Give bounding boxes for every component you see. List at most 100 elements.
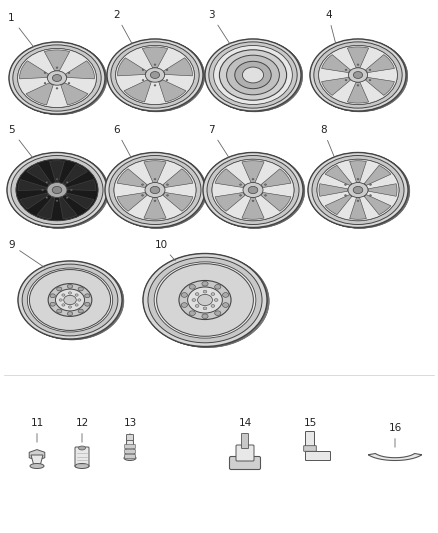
Ellipse shape [53,75,62,82]
Ellipse shape [150,71,159,78]
Polygon shape [364,195,391,215]
Ellipse shape [144,254,268,347]
Text: 8: 8 [320,125,335,157]
Polygon shape [117,192,147,211]
Ellipse shape [145,182,165,198]
Polygon shape [49,161,64,182]
Ellipse shape [195,293,199,295]
Ellipse shape [223,293,229,297]
Ellipse shape [181,303,187,308]
Ellipse shape [311,39,407,111]
Ellipse shape [345,79,347,81]
FancyBboxPatch shape [124,445,135,448]
Polygon shape [67,180,96,190]
Polygon shape [365,77,394,95]
Text: 10: 10 [155,240,175,261]
Ellipse shape [223,303,229,308]
Ellipse shape [18,261,122,339]
Ellipse shape [145,254,268,347]
Ellipse shape [10,43,106,115]
Ellipse shape [205,154,305,229]
Ellipse shape [318,45,397,104]
FancyBboxPatch shape [305,451,331,461]
Ellipse shape [345,195,346,196]
Ellipse shape [207,40,303,112]
Ellipse shape [310,154,410,229]
Ellipse shape [75,294,78,296]
Polygon shape [368,454,422,461]
Ellipse shape [202,314,208,319]
Ellipse shape [203,290,207,293]
Text: 12: 12 [75,418,88,442]
Polygon shape [319,184,348,196]
Ellipse shape [202,281,208,286]
Ellipse shape [50,302,55,306]
Ellipse shape [68,292,71,294]
Polygon shape [20,193,49,209]
Ellipse shape [62,294,65,296]
Ellipse shape [318,45,397,104]
Ellipse shape [66,197,68,198]
Ellipse shape [107,39,203,111]
Polygon shape [350,198,366,219]
Ellipse shape [219,50,286,100]
Ellipse shape [9,42,105,114]
Polygon shape [144,198,166,219]
Polygon shape [347,47,369,68]
Ellipse shape [357,179,359,180]
Ellipse shape [195,304,199,308]
Ellipse shape [145,68,165,82]
Ellipse shape [7,152,107,228]
Ellipse shape [310,39,406,111]
Ellipse shape [214,298,218,301]
Ellipse shape [29,270,110,330]
Polygon shape [242,198,264,219]
Ellipse shape [314,42,402,108]
Ellipse shape [30,464,44,469]
Ellipse shape [207,156,299,224]
Ellipse shape [56,67,58,68]
Ellipse shape [18,49,96,108]
FancyBboxPatch shape [304,446,316,451]
Ellipse shape [154,262,256,338]
Ellipse shape [198,294,212,305]
Ellipse shape [27,268,113,332]
Polygon shape [368,184,397,196]
Ellipse shape [141,184,144,185]
Ellipse shape [143,254,267,346]
Ellipse shape [78,446,85,450]
Text: 3: 3 [208,10,230,44]
Ellipse shape [205,39,302,111]
Ellipse shape [204,153,304,228]
Ellipse shape [57,287,62,291]
Ellipse shape [353,187,363,193]
Ellipse shape [75,464,89,469]
Ellipse shape [209,42,297,108]
Ellipse shape [68,72,70,74]
Ellipse shape [203,307,207,310]
Ellipse shape [71,189,72,191]
Polygon shape [350,161,366,182]
Ellipse shape [7,152,107,228]
Ellipse shape [57,309,62,313]
Ellipse shape [8,153,108,228]
Ellipse shape [56,179,58,180]
Text: 1: 1 [8,13,34,47]
Ellipse shape [85,302,90,306]
Ellipse shape [78,299,81,301]
Polygon shape [261,192,291,211]
Polygon shape [163,58,192,76]
Ellipse shape [181,293,187,297]
Text: 14: 14 [238,418,251,442]
Ellipse shape [357,200,359,201]
Ellipse shape [345,184,346,185]
FancyBboxPatch shape [236,445,254,461]
Ellipse shape [179,280,231,319]
FancyBboxPatch shape [230,456,261,470]
Ellipse shape [46,182,48,183]
Ellipse shape [67,312,73,316]
Polygon shape [18,180,47,190]
Text: 5: 5 [8,125,33,158]
Ellipse shape [16,159,98,221]
Ellipse shape [142,69,144,70]
